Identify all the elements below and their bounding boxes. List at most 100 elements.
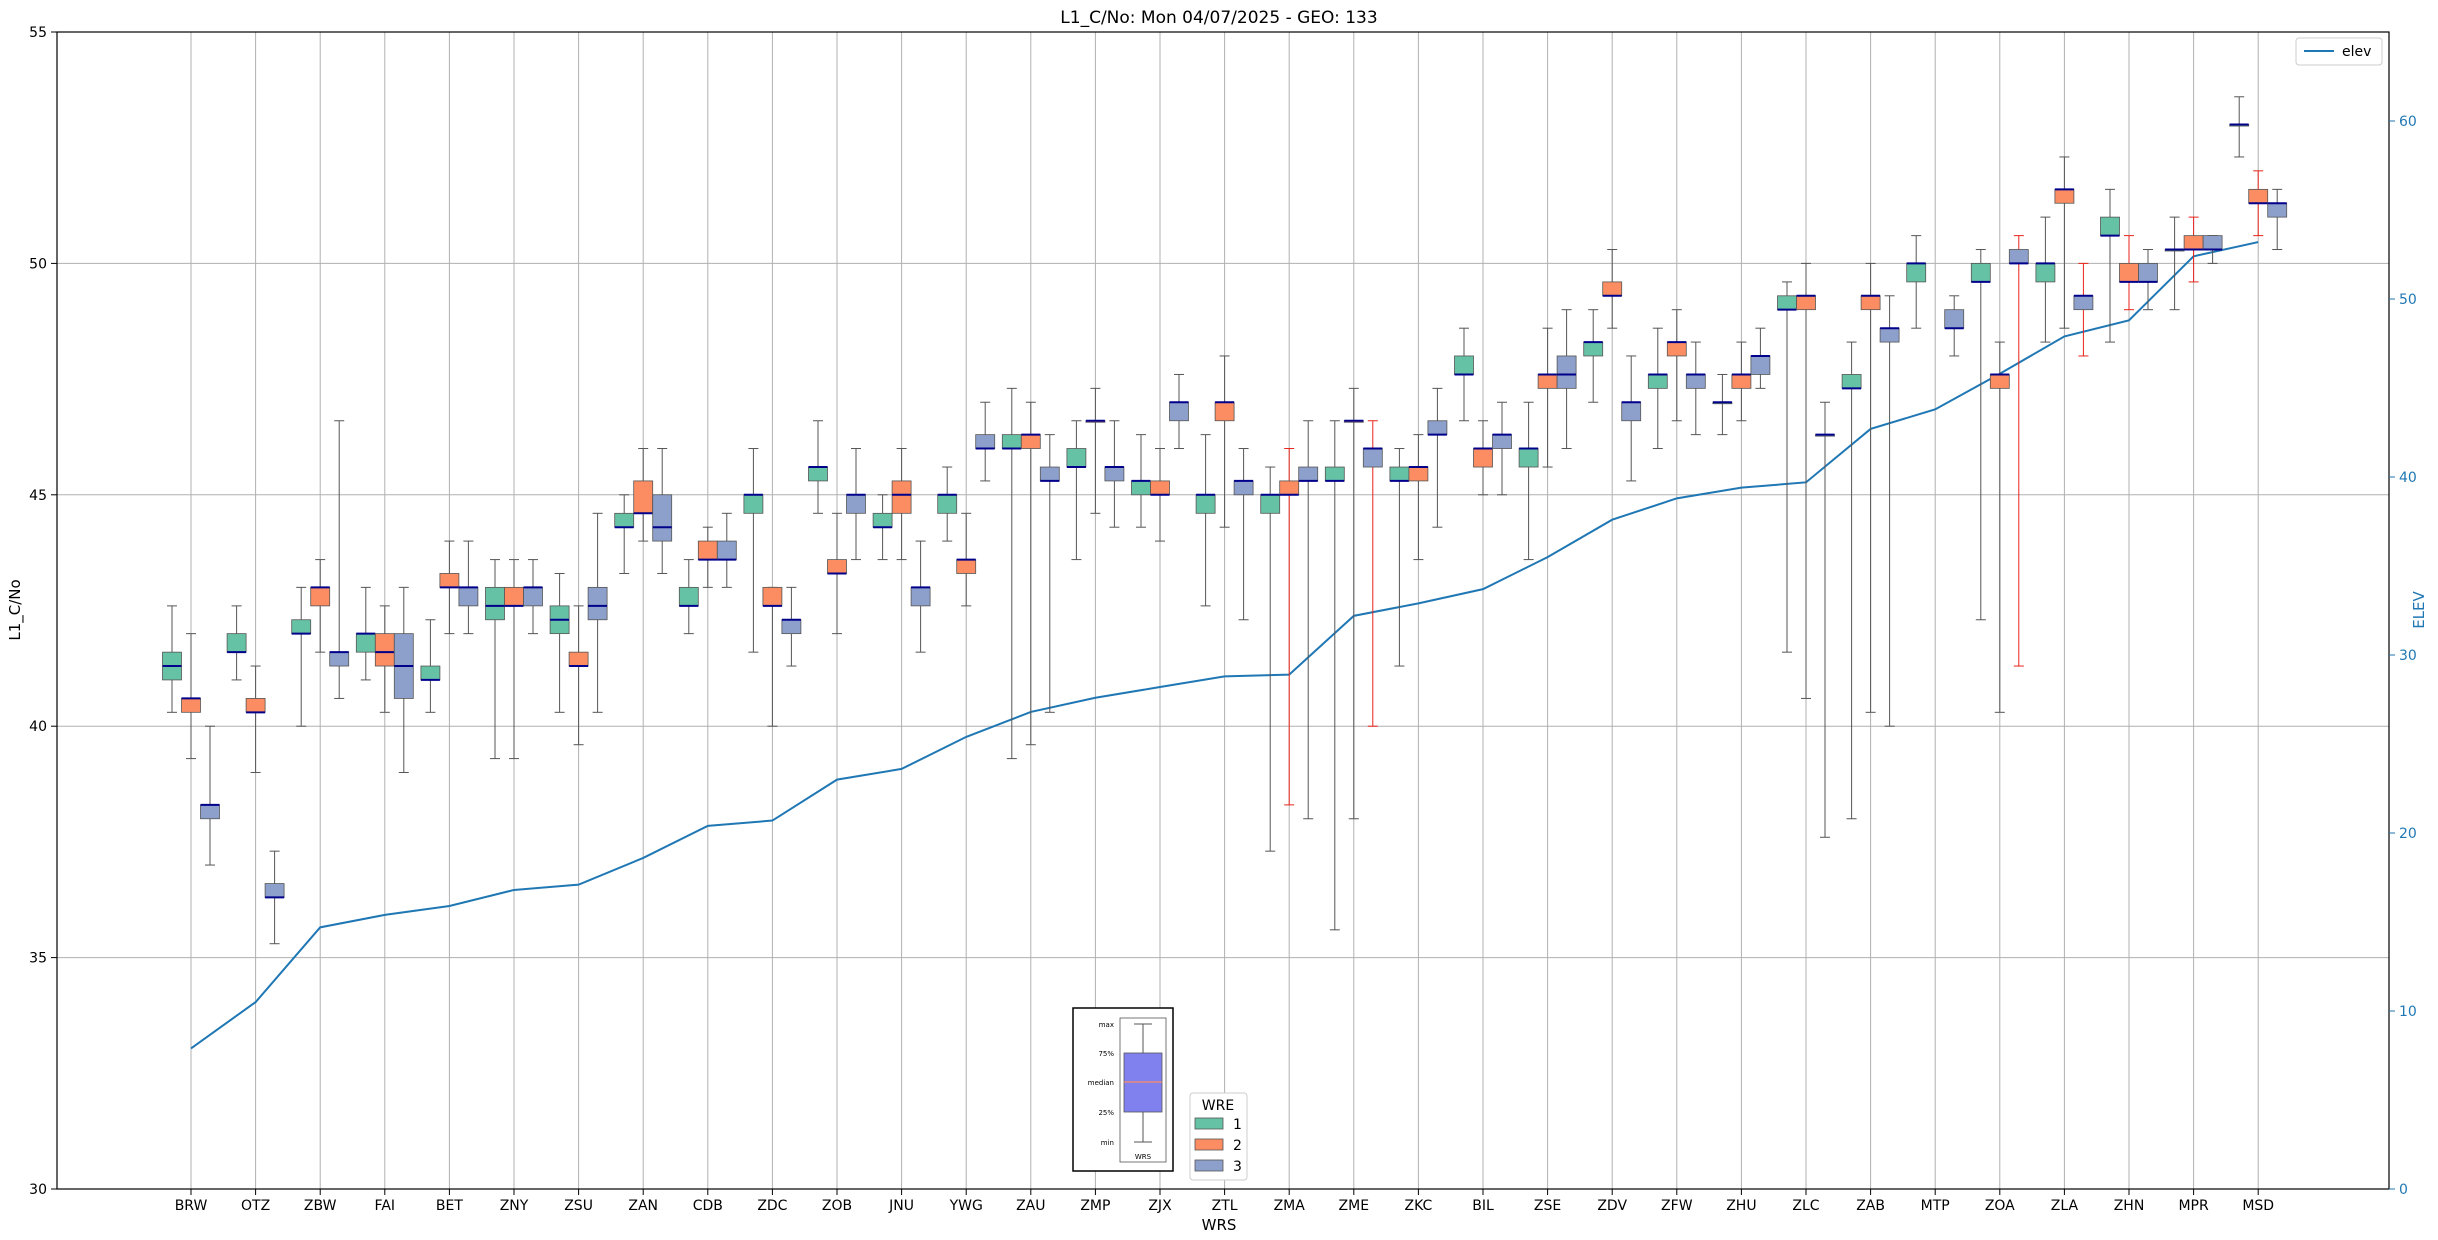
x-tick-label: JNU — [888, 1198, 914, 1214]
box — [1131, 480, 1151, 496]
box — [1666, 341, 1687, 357]
x-tick-label: ZTL — [1212, 1198, 1238, 1214]
y-right-tick-label: 60 — [2399, 114, 2417, 130]
boxplot-ZJX-1 — [1131, 434, 1151, 528]
box — [1492, 434, 1512, 449]
boxplot-OTZ-1 — [226, 605, 247, 681]
boxplot-ZAN-3 — [652, 448, 673, 574]
box — [226, 633, 247, 653]
box — [1150, 480, 1170, 496]
x-tick-label: ZLC — [1792, 1198, 1819, 1214]
box — [1389, 466, 1410, 482]
boxplot-CDB-3 — [716, 512, 737, 588]
boxplot-ZHN-1 — [2100, 188, 2120, 343]
chart-title: L1_C/No: Mon 04/07/2025 - GEO: 133 — [1060, 8, 1377, 28]
x-tick-label: ZAN — [628, 1198, 658, 1214]
boxplot-ZFW-3 — [1685, 341, 1706, 436]
box — [1777, 295, 1797, 311]
y-tick-label: 45 — [29, 488, 47, 504]
boxplot-BET-1 — [420, 619, 441, 713]
boxplot-explainer-inset: max 75% median 25% min WRS — [1072, 1007, 1174, 1172]
box — [781, 619, 802, 635]
boxplot-MSD-2 — [2248, 170, 2269, 237]
x-tick-label: BRW — [175, 1198, 208, 1214]
boxplot-ZKC-3 — [1427, 387, 1448, 528]
box — [1362, 448, 1383, 468]
boxplot-ZLA-1 — [2035, 216, 2056, 343]
boxplot-BRW-1 — [162, 605, 182, 713]
box — [1427, 420, 1448, 436]
box — [2248, 188, 2269, 204]
box — [568, 651, 589, 667]
box — [1169, 401, 1189, 422]
x-tick-label: ZDC — [757, 1198, 787, 1214]
boxplot-ZDC-1 — [743, 448, 764, 653]
y-axis-label: L1_C/No — [6, 579, 25, 640]
y-right-tick-label: 0 — [2399, 1182, 2408, 1198]
box — [181, 698, 201, 713]
boxplot-MSD-3 — [2267, 188, 2288, 251]
wre-legend-label-1: 1 — [1233, 1117, 1242, 1133]
inset-xlabel: WRS — [1135, 1153, 1152, 1161]
inset-label-q1: 25% — [1098, 1109, 1114, 1117]
boxplot-ZDV-3 — [1621, 355, 1642, 482]
box — [587, 586, 608, 621]
boxplot-ZBW-2 — [310, 559, 331, 653]
box — [652, 494, 673, 542]
box — [846, 494, 866, 514]
x-tick-label: YWG — [949, 1198, 983, 1214]
boxplot-ZAB-2 — [1860, 262, 1881, 713]
box — [1647, 374, 1668, 389]
x-tick-label: OTZ — [241, 1198, 270, 1214]
x-tick-label: MSD — [2242, 1198, 2274, 1214]
y-right-tick-label: 40 — [2399, 470, 2417, 486]
box — [374, 633, 395, 667]
boxplot-ZHN-3 — [2138, 249, 2158, 311]
box — [1214, 401, 1235, 422]
boxplot-ZJX-2 — [1150, 448, 1170, 542]
boxplot-ZSE-3 — [1556, 309, 1577, 450]
box — [1104, 466, 1125, 482]
boxplot-MTP-3 — [1944, 295, 1965, 357]
boxplot-ZBW-1 — [291, 586, 312, 727]
y-axis-right-label: ELEV — [2410, 590, 2428, 628]
boxplot-ZOA-3 — [2008, 235, 2029, 667]
box — [937, 494, 958, 514]
box — [1298, 466, 1319, 482]
wre-legend-swatch-3 — [1194, 1159, 1224, 1172]
boxplot-YWG-1 — [937, 466, 958, 542]
box — [1066, 448, 1087, 468]
boxplot-ZMP-2 — [1085, 387, 1106, 514]
box — [1841, 374, 1862, 389]
box — [458, 586, 479, 607]
boxplot-ZLC-3 — [1815, 401, 1835, 838]
elev-legend: elev — [2295, 37, 2383, 66]
boxplot-JNU-1 — [872, 494, 893, 561]
wre-legend-frame — [1189, 1092, 1248, 1181]
x-tick-label: ZAB — [1856, 1198, 1885, 1214]
box — [504, 586, 524, 607]
boxplot-ZFW-2 — [1666, 309, 1687, 422]
wre-legend-label-2: 2 — [1233, 1138, 1242, 1154]
boxplot-ZTL-2 — [1214, 355, 1235, 528]
boxplot-ZME-1 — [1324, 420, 1345, 931]
boxplots — [162, 96, 2288, 945]
y-tick-label: 30 — [29, 1182, 47, 1198]
x-tick-label: ZDV — [1597, 1198, 1627, 1214]
box — [827, 559, 847, 574]
box — [2054, 188, 2075, 204]
boxplot-ZMA-3 — [1298, 420, 1319, 820]
y-axis-left: 30 35 40 45 50 55 — [29, 25, 57, 1198]
boxplot-BIL-1 — [1454, 327, 1474, 422]
box — [2202, 235, 2223, 250]
boxplot-ZLC-1 — [1777, 281, 1797, 653]
x-tick-label: ZOA — [1985, 1198, 2015, 1214]
box — [1537, 374, 1558, 389]
box — [1796, 295, 1816, 311]
boxplot-ZKC-1 — [1389, 448, 1410, 667]
box — [2119, 262, 2139, 283]
boxplot-BET-3 — [458, 540, 479, 635]
boxplot-ZME-2 — [1343, 387, 1364, 820]
box — [1279, 480, 1300, 496]
